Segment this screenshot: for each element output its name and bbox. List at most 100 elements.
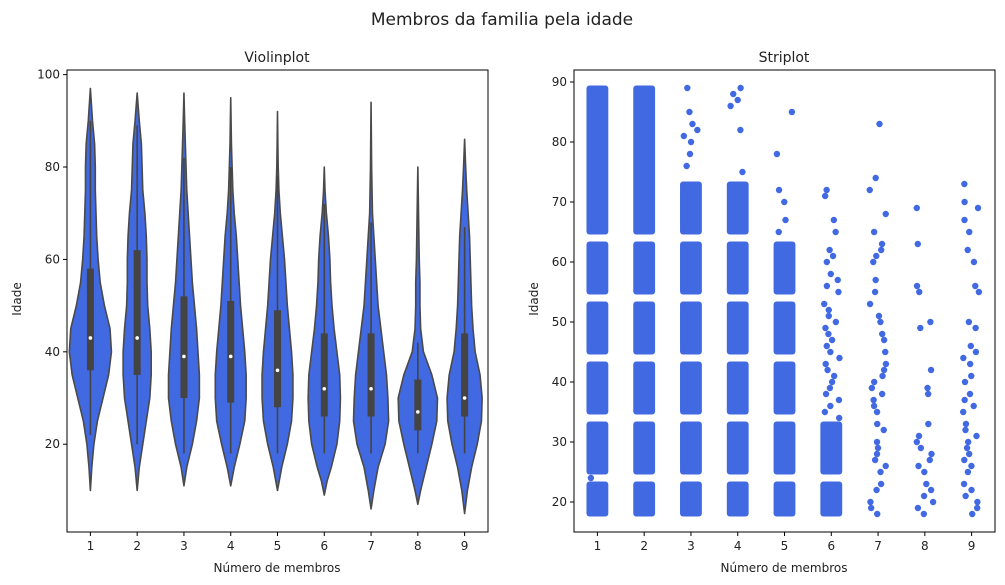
strip-dense-band-3: [680, 361, 702, 415]
strip-point-6: [822, 324, 829, 332]
strip-point-9: [970, 258, 978, 266]
strip-point-1: [594, 504, 601, 512]
violin-box-5: [274, 310, 281, 408]
x-tick-label: 9: [968, 539, 976, 553]
violin-median-3: [182, 354, 186, 359]
strip-point-3: [686, 150, 694, 158]
x-tick-label: 7: [874, 539, 882, 553]
strip-point-7: [882, 348, 889, 356]
y-tick-label: 40: [45, 345, 60, 359]
strip-point-7: [877, 318, 884, 326]
strip-point-9: [961, 198, 968, 206]
violin-x-axis: 1 2 3 4 5 6 7 8 9: [87, 532, 468, 553]
strip-point-6: [825, 330, 832, 338]
strip-dense-band-1: [586, 85, 609, 235]
strip-point-6: [827, 270, 834, 278]
strip-panel: Striplot Número de membros Idade 20 30 40 5…: [527, 50, 996, 575]
strip-point-5: [781, 198, 788, 206]
violin-median-1: [88, 336, 93, 340]
strip-point-9: [961, 216, 968, 224]
strip-point-9: [960, 408, 967, 416]
strip-point-5: [782, 216, 789, 224]
violin-median-5: [275, 368, 280, 373]
strip-point-7: [879, 330, 886, 338]
strip-point-5: [788, 108, 796, 116]
violin-median-9: [462, 396, 467, 400]
strip-point-9: [970, 402, 977, 410]
violin-body-8: [397, 166, 439, 506]
strip-point-8: [924, 384, 931, 392]
strip-point-6: [835, 288, 842, 296]
strip-point-6: [828, 336, 836, 344]
strip-point-8: [923, 480, 930, 488]
strip-point-6: [835, 396, 843, 404]
strip-point-9: [966, 390, 974, 398]
strip-point-7: [867, 498, 874, 506]
strip-dense-band-4: [726, 301, 749, 355]
strip-dense-band-4: [726, 181, 749, 235]
strip-point-6: [821, 192, 829, 200]
strip-dense-band-1: [586, 241, 609, 295]
strip-point-5: [773, 150, 781, 158]
strip-point-5: [775, 228, 782, 236]
strip-point-7: [873, 438, 881, 446]
strip-point-8: [914, 504, 922, 512]
strip-point-8: [915, 432, 923, 440]
strip-point-9: [975, 288, 983, 296]
strip-point-8: [917, 444, 925, 452]
strip-point-3: [684, 84, 691, 92]
strip-dense-band-2: [633, 481, 656, 517]
strip-point-1: [595, 492, 602, 500]
strip-point-6: [828, 378, 836, 386]
strip-point-9: [966, 228, 973, 236]
strip-point-7: [873, 486, 880, 494]
y-tick-label: 80: [552, 135, 567, 149]
violin-box-6: [320, 333, 328, 417]
y-tick-label: 30: [552, 435, 567, 449]
strip-point-6: [825, 312, 832, 320]
strip-point-7: [873, 408, 881, 416]
strip-dense-band-1: [586, 421, 609, 475]
strip-dense-band-5: [773, 241, 796, 295]
strip-dense-band-1: [586, 301, 609, 355]
strip-point-6: [825, 306, 832, 314]
strip-point-8: [921, 468, 928, 476]
strip-point-6: [827, 348, 834, 356]
strip-point-8: [924, 390, 932, 398]
strip-dense-band-4: [726, 481, 749, 517]
strip-point-7: [874, 510, 881, 518]
strip-xlabel: Número de membros: [721, 561, 848, 575]
strip-plot-frame: [573, 69, 996, 533]
y-tick-label: 40: [552, 375, 567, 389]
strip-point-7: [870, 396, 877, 404]
strip-point-9: [965, 450, 973, 458]
violin-marks: [68, 87, 483, 515]
figure-title: Membros da familia pela idade: [371, 10, 633, 30]
strip-point-7: [880, 426, 887, 434]
violin-median-8: [416, 410, 420, 414]
strip-dense-band-3: [680, 481, 702, 517]
strip-point-7: [876, 120, 883, 128]
strip-point-9: [961, 180, 968, 188]
strip-point-6: [823, 282, 831, 290]
y-tick-label: 70: [552, 195, 567, 209]
x-tick-label: 6: [827, 539, 835, 553]
strip-point-7: [870, 228, 878, 236]
strip-dense-band-2: [633, 301, 656, 355]
strip-point-6: [829, 252, 837, 260]
strip-dense-band-1: [586, 361, 609, 415]
strip-point-7: [867, 504, 875, 512]
strip-point-6: [820, 300, 828, 308]
violin-box-7: [367, 333, 375, 417]
strip-point-7: [882, 462, 889, 470]
strip-point-4: [734, 96, 741, 104]
strip-point-9: [964, 246, 971, 254]
strip-point-7: [870, 258, 877, 266]
y-tick-label: 50: [552, 315, 567, 329]
strip-point-9: [961, 378, 969, 386]
strip-dense-band-6: [820, 481, 843, 517]
strip-point-7: [872, 276, 879, 284]
strip-point-5: [775, 186, 783, 194]
strip-point-7: [878, 390, 886, 398]
